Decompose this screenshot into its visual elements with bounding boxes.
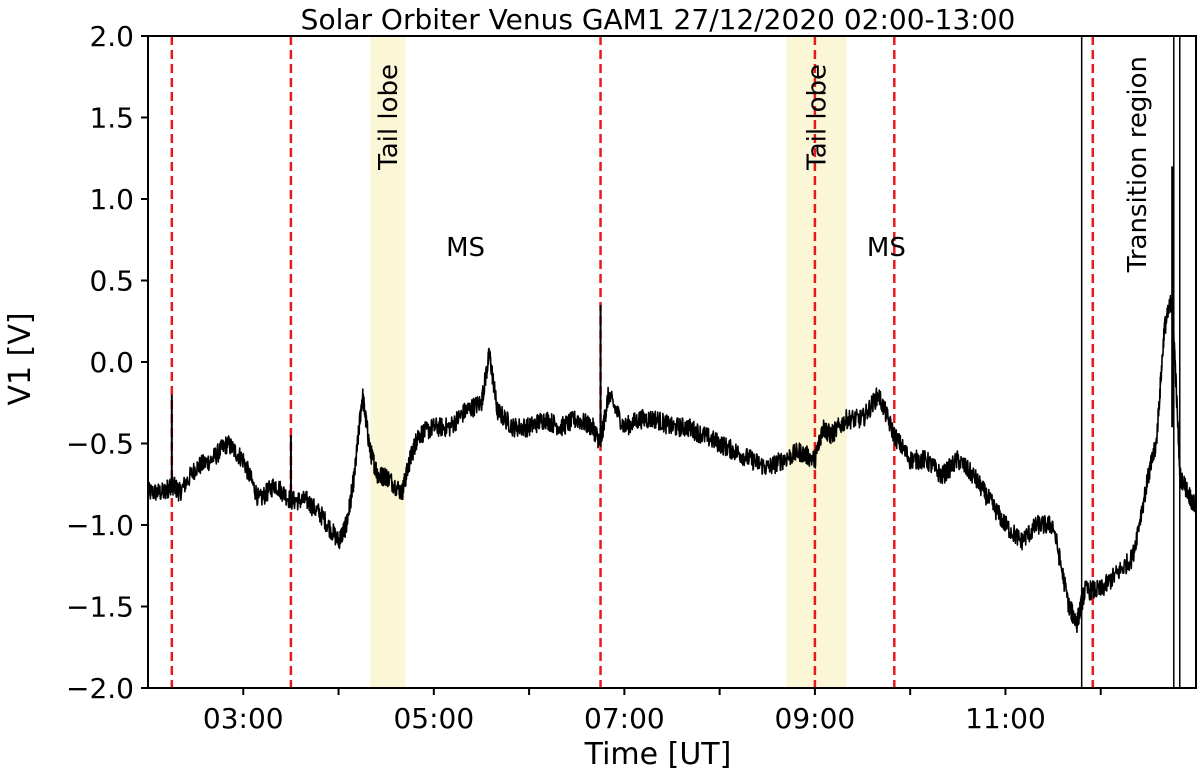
plot-frame — [147, 35, 1197, 689]
y-tick-label: −0.5 — [66, 428, 134, 461]
ms-annotation: MS — [446, 233, 485, 263]
boxed-regions-layer: Transition region — [1080, 36, 1181, 688]
shaded-regions-layer — [370, 36, 847, 688]
axis-ticks-layer: −2.0 −1.5 −1.0 −0.5 0.0 0.5 1.0 1.5 2.0 03:00 05:0… — [66, 20, 1102, 735]
y-axis-label: V1 [V] — [3, 312, 38, 405]
boundary-lines-layer — [170, 36, 1095, 688]
v1-series-line — [147, 294, 1197, 633]
y-tick-label: −1.0 — [66, 509, 134, 542]
x-tick-label: 05:00 — [393, 702, 474, 735]
x-tick-label: 11:00 — [965, 702, 1046, 735]
y-tick-label: 0.5 — [89, 265, 134, 298]
shaded-region-label: Tail lobe — [802, 64, 832, 171]
y-tick-label: 2.0 — [89, 20, 134, 53]
x-tick-label: 07:00 — [584, 702, 665, 735]
tail-lobe-region — [370, 36, 406, 688]
y-tick-label: 1.5 — [89, 102, 134, 135]
tail-lobe-region — [786, 36, 847, 688]
boxed-region-label: Transition region — [1123, 56, 1153, 273]
annotations-layer: Tail lobe Tail lobe MS MS — [374, 64, 906, 263]
chart-title: Solar Orbiter Venus GAM1 27/12/2020 02:0… — [301, 3, 1016, 36]
ms-annotation: MS — [867, 233, 906, 263]
y-tick-label: 0.0 — [89, 346, 134, 379]
x-tick-label: 03:00 — [203, 702, 284, 735]
x-tick-label: 09:00 — [775, 702, 856, 735]
y-tick-label: 1.0 — [89, 183, 134, 216]
y-tick-label: −1.5 — [66, 591, 134, 624]
shaded-region-label: Tail lobe — [374, 64, 404, 171]
x-axis-label: Time [UT] — [584, 737, 732, 772]
y-tick-label: −2.0 — [66, 672, 134, 705]
series-layer — [147, 166, 1197, 633]
